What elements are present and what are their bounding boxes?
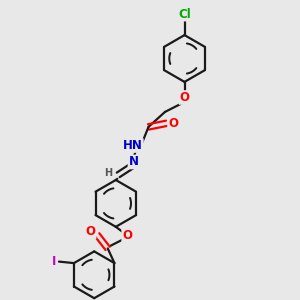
Text: I: I [52,255,57,268]
Text: O: O [122,229,132,242]
Text: O: O [179,91,190,104]
Text: O: O [85,225,96,239]
Text: H: H [104,168,112,178]
Text: HN: HN [123,139,143,152]
Text: N: N [128,155,139,169]
Text: O: O [168,117,178,130]
Text: Cl: Cl [178,8,191,21]
